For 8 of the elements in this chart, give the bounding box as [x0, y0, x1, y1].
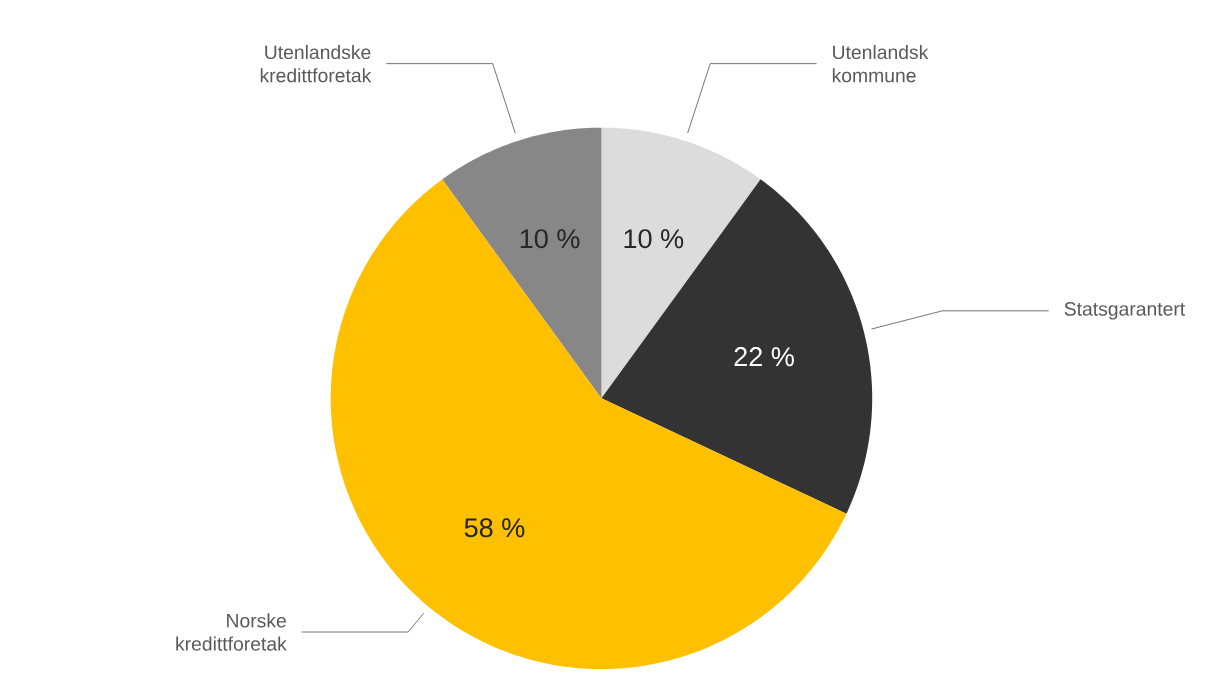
data-label: 22 % — [734, 347, 794, 367]
data-label: 58 % — [464, 518, 525, 538]
slice-label: Utenlandsk kommune — [832, 44, 929, 83]
data-label: 10 % — [624, 229, 684, 249]
data-label: 10 % — [520, 229, 580, 249]
slice-label: Norske kredittforetak — [176, 613, 287, 651]
slice-label: Statsgarantert — [1064, 302, 1186, 320]
slice-label: Utenlandske kredittforetak — [260, 44, 372, 83]
